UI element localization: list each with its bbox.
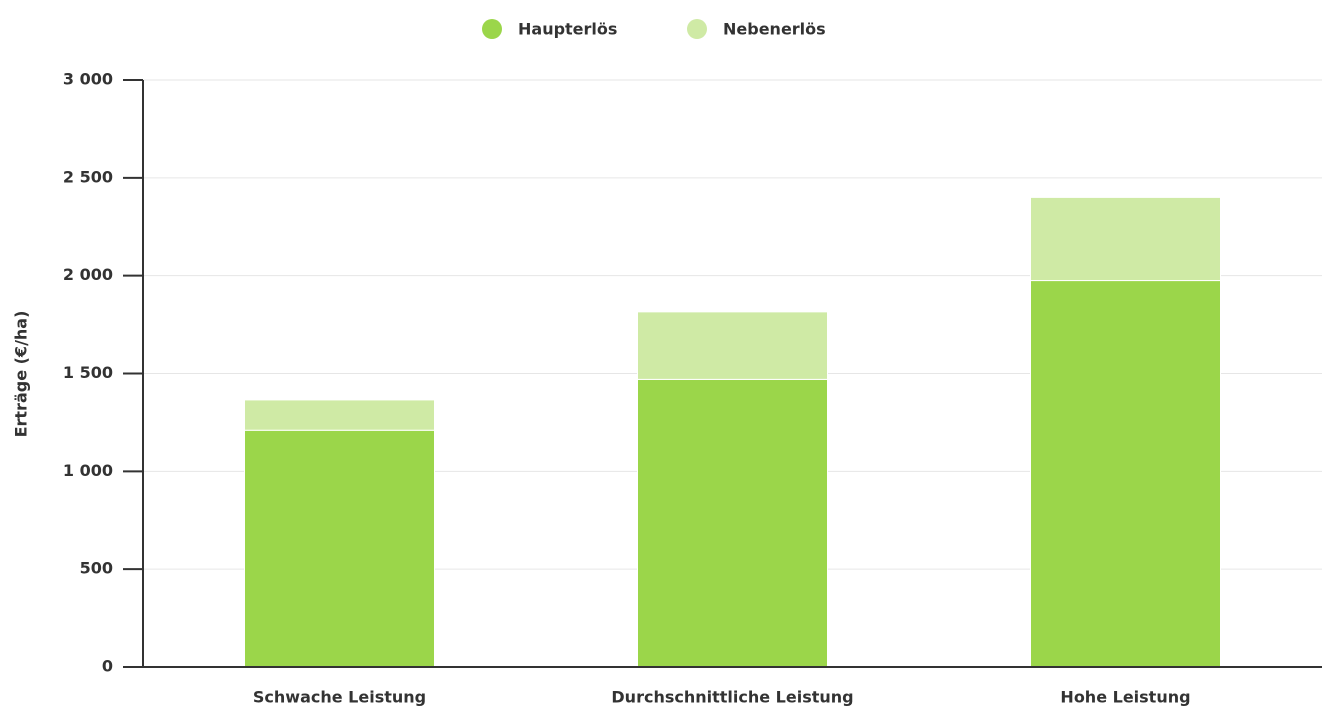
y-tick-label: 1 000 xyxy=(63,461,113,480)
y-tick-label: 500 xyxy=(80,559,113,578)
bar-segment xyxy=(244,429,435,668)
bar-segment xyxy=(637,378,828,668)
y-tick-label: 3 000 xyxy=(63,70,113,89)
y-tick-label: 0 xyxy=(102,657,113,676)
bar-segment xyxy=(1030,196,1221,282)
y-axis-title: Erträge (€/ha) xyxy=(12,311,31,438)
bar-segment xyxy=(1030,280,1221,668)
y-tick-label: 2 000 xyxy=(63,265,113,284)
x-tick-label: Hohe Leistung xyxy=(1060,688,1190,707)
y-tick-label: 2 500 xyxy=(63,167,113,186)
legend-label: Haupterlös xyxy=(518,20,617,39)
y-tick-label: 1 500 xyxy=(63,363,113,382)
legend-swatch xyxy=(687,19,707,39)
bar-segment xyxy=(637,311,828,380)
bar-segment xyxy=(244,399,435,431)
x-tick-label: Durchschnittliche Leistung xyxy=(611,688,853,707)
x-tick-label: Schwache Leistung xyxy=(253,688,426,707)
legend-label: Nebenerlös xyxy=(723,20,826,39)
legend-swatch xyxy=(482,19,502,39)
